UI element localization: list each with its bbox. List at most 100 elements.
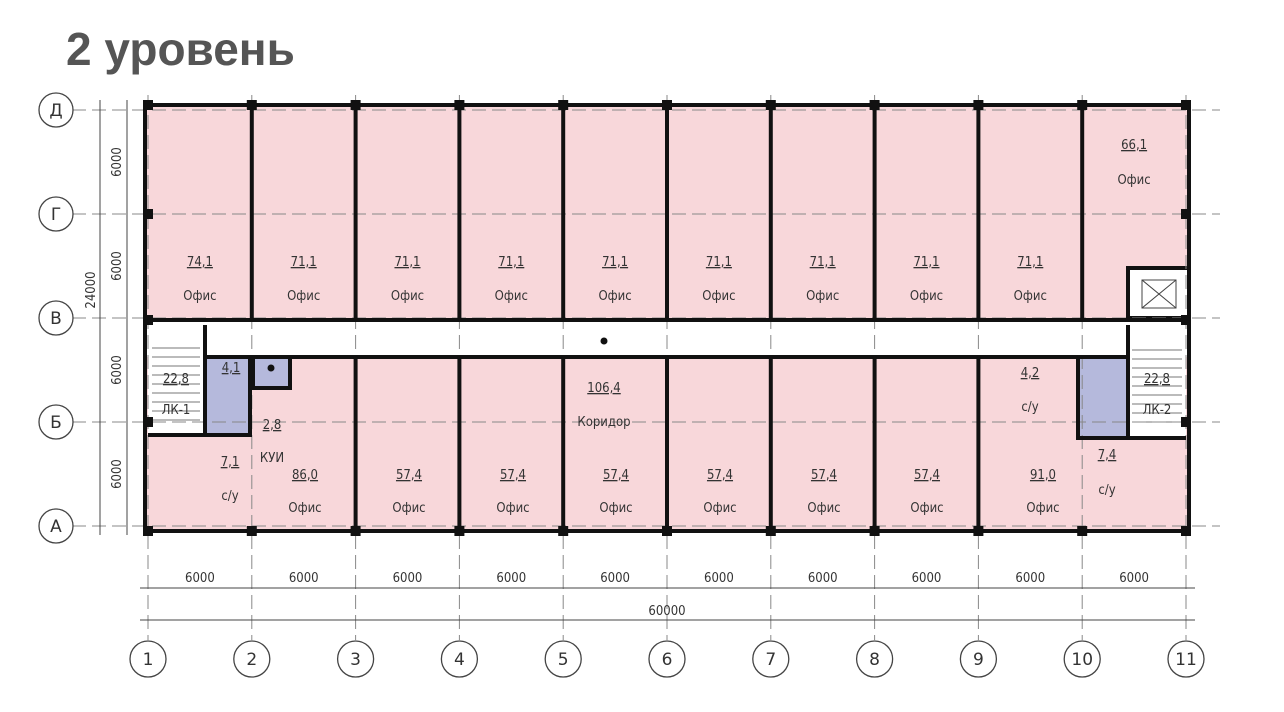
wc-area: 4,1 xyxy=(222,361,241,376)
room-name: Офис xyxy=(1026,501,1059,516)
column-span-dimension: 6000 xyxy=(496,571,526,586)
room-name: Офис xyxy=(599,501,632,516)
column-axis-bubble xyxy=(1167,640,1205,678)
column-axis-label: 1 xyxy=(143,650,154,670)
stair-right xyxy=(1128,318,1186,438)
room-area: 66,1 xyxy=(1121,138,1147,153)
row-axis-label: А xyxy=(50,517,62,537)
stair-name: ЛК-1 xyxy=(162,403,191,418)
room-area: 86,0 xyxy=(292,468,318,483)
wc-name: с/у xyxy=(1021,400,1038,415)
column-axis-label: 7 xyxy=(765,650,776,670)
elevator-icon xyxy=(1141,279,1177,309)
room-name: Офис xyxy=(1117,173,1150,188)
elevator-cross xyxy=(1141,279,1177,309)
column-axis-bubble xyxy=(233,640,271,678)
room-area: 57,4 xyxy=(500,468,526,483)
column-post xyxy=(662,100,672,110)
wc-left-walls xyxy=(148,325,292,437)
column-span-dimension: 6000 xyxy=(1119,571,1149,586)
column-post xyxy=(558,526,569,536)
room-area: 71,1 xyxy=(810,255,836,270)
row-axis-bubble xyxy=(38,508,74,544)
room-name: Офис xyxy=(392,501,425,516)
column-axis-label: 11 xyxy=(1175,650,1197,670)
column-post xyxy=(143,100,153,110)
page-title: 2 уровень xyxy=(66,23,295,75)
row-axis-bubble xyxy=(38,404,74,440)
row-span-dimension: 6000 xyxy=(110,251,125,281)
room-name: Офис xyxy=(391,289,424,304)
column-axis-bubble xyxy=(752,640,790,678)
room-area: 71,1 xyxy=(394,255,420,270)
row-axis-label: В xyxy=(50,309,62,329)
column-post xyxy=(143,417,153,427)
column-post xyxy=(1181,209,1191,219)
column-post xyxy=(662,526,672,536)
room-area: 71,1 xyxy=(291,255,317,270)
total-width-dimension: 60000 xyxy=(648,604,685,619)
stair-area: 22,8 xyxy=(163,372,189,387)
room-name: Офис xyxy=(183,289,216,304)
column-post xyxy=(454,100,465,110)
room-name: Офис xyxy=(910,289,943,304)
kui-name: КУИ xyxy=(260,451,284,466)
wc-area: 7,4 xyxy=(1098,448,1117,463)
room-name: Офис xyxy=(703,501,736,516)
room-name: Офис xyxy=(910,501,943,516)
stair-name: ЛК-2 xyxy=(1143,403,1172,418)
room-area: 71,1 xyxy=(602,255,628,270)
corridor-area: 106,4 xyxy=(587,381,620,396)
column-span-dimension: 6000 xyxy=(289,571,319,586)
column-span-dimension: 6000 xyxy=(185,571,215,586)
row-axis-bubble xyxy=(38,92,74,128)
kui-marker xyxy=(267,364,275,372)
column-axis-label: 9 xyxy=(973,650,984,670)
room-area: 57,4 xyxy=(396,468,422,483)
wc-name: с/у xyxy=(1098,483,1115,498)
room-name: Офис xyxy=(287,289,320,304)
wc-right-walls xyxy=(1076,325,1186,440)
row-axis-label: Б xyxy=(50,413,62,433)
column-axis-label: 2 xyxy=(246,650,257,670)
column-span-dimension: 6000 xyxy=(704,571,734,586)
room-area: 91,0 xyxy=(1030,468,1056,483)
room-area: 74,1 xyxy=(187,255,213,270)
column-post xyxy=(1077,100,1088,110)
column-span-dimension: 6000 xyxy=(600,571,630,586)
column-axis-bubble xyxy=(959,640,998,678)
column-post xyxy=(1077,526,1088,536)
room-name: Офис xyxy=(598,289,631,304)
column-axis-bubble xyxy=(855,640,894,678)
total-height-dimension: 24000 xyxy=(84,271,99,308)
column-post xyxy=(350,100,361,110)
room-area: 71,1 xyxy=(1017,255,1043,270)
corridor-marker xyxy=(600,337,608,345)
column-post xyxy=(246,526,257,536)
room-area: 57,4 xyxy=(707,468,733,483)
column-axis-label: 8 xyxy=(869,650,880,670)
column-post xyxy=(246,100,257,110)
row-axis-label: Г xyxy=(51,205,61,225)
row-axis-bubble xyxy=(38,300,74,336)
column-post xyxy=(1181,417,1191,427)
room-area: 71,1 xyxy=(498,255,524,270)
column-axis-bubble xyxy=(544,640,582,678)
room-name: Офис xyxy=(496,501,529,516)
column-axis-label: 5 xyxy=(558,650,569,670)
column-post xyxy=(765,100,776,110)
column-post xyxy=(765,526,776,536)
room-area: 71,1 xyxy=(706,255,732,270)
wc-name: с/у xyxy=(221,489,238,504)
room-name: Офис xyxy=(288,501,321,516)
column-post xyxy=(143,526,153,536)
column-axis-bubble xyxy=(129,640,167,678)
column-post xyxy=(350,526,361,536)
row-axis-label: Д xyxy=(49,101,62,121)
column-span-dimension: 6000 xyxy=(1015,571,1045,586)
room-name: Офис xyxy=(702,289,735,304)
column-axis-label: 3 xyxy=(350,650,361,670)
column-post xyxy=(143,209,153,219)
column-post xyxy=(1181,315,1191,325)
column-post xyxy=(869,526,880,536)
